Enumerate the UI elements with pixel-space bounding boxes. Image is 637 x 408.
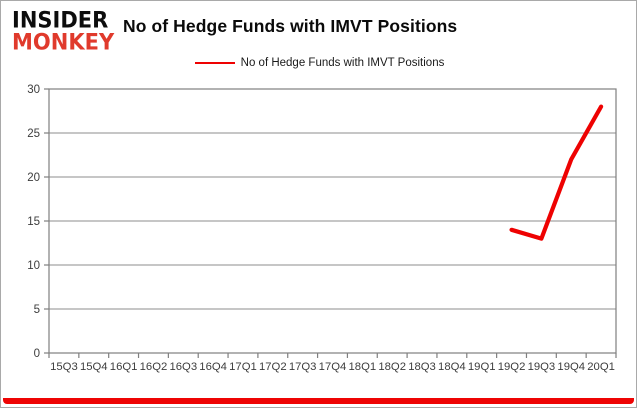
bottom-brand-bar [3, 398, 634, 404]
logo-word-monkey: MONKEY [12, 29, 115, 55]
svg-text:15Q3: 15Q3 [50, 361, 78, 373]
chart-title: No of Hedge Funds with IMVT Positions [123, 16, 458, 36]
legend-label: No of Hedge Funds with IMVT Positions [240, 57, 445, 69]
logo-word-insider: INSIDER [12, 7, 109, 33]
svg-text:17Q4: 17Q4 [319, 361, 347, 373]
insider-monkey-logo: INSIDER MONKEY [12, 7, 122, 55]
svg-text:19Q1: 19Q1 [468, 361, 496, 373]
svg-text:18Q2: 18Q2 [378, 361, 406, 373]
svg-text:25: 25 [27, 128, 40, 140]
svg-text:16Q4: 16Q4 [199, 361, 227, 373]
svg-text:16Q3: 16Q3 [169, 361, 197, 373]
svg-text:17Q2: 17Q2 [259, 361, 287, 373]
legend-line-swatch [194, 62, 235, 64]
svg-text:18Q4: 18Q4 [438, 361, 466, 373]
svg-text:17Q3: 17Q3 [289, 361, 317, 373]
svg-text:18Q3: 18Q3 [408, 361, 436, 373]
svg-text:20Q1: 20Q1 [587, 361, 615, 373]
svg-text:20: 20 [27, 172, 40, 184]
svg-text:17Q1: 17Q1 [229, 361, 257, 373]
svg-text:16Q2: 16Q2 [140, 361, 168, 373]
svg-text:10: 10 [27, 260, 40, 272]
svg-text:19Q4: 19Q4 [557, 361, 585, 373]
svg-text:5: 5 [34, 304, 40, 316]
legend: No of Hedge Funds with IMVT Positions [1, 57, 636, 69]
svg-text:16Q1: 16Q1 [110, 361, 138, 373]
svg-text:15: 15 [27, 216, 40, 228]
svg-text:0: 0 [34, 348, 40, 360]
svg-text:18Q1: 18Q1 [349, 361, 377, 373]
svg-text:19Q2: 19Q2 [498, 361, 526, 373]
svg-text:15Q4: 15Q4 [80, 361, 108, 373]
svg-text:19Q3: 19Q3 [528, 361, 556, 373]
svg-text:30: 30 [27, 84, 40, 96]
